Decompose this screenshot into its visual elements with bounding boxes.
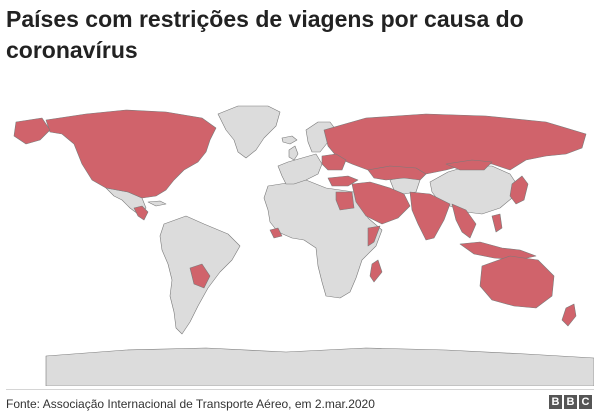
india-region-shape	[409, 191, 451, 241]
paraguay-shape	[189, 263, 211, 289]
russia-shape	[323, 113, 587, 175]
iceland-shape	[281, 135, 298, 145]
mongolia-shape	[445, 159, 493, 171]
somalia-shape	[367, 225, 381, 247]
turkey-shape	[327, 175, 359, 187]
new-zealand-shape	[561, 303, 577, 327]
west-africa-shape	[269, 227, 283, 239]
australia-shape	[479, 255, 555, 309]
egypt-shape	[335, 191, 355, 211]
indonesia-shape	[459, 241, 537, 261]
alaska-shape	[13, 117, 51, 145]
japan-korea-shape	[509, 175, 529, 205]
western-europe-shape	[277, 153, 323, 185]
greenland-shape	[217, 105, 281, 159]
poland-ukraine-shape	[321, 153, 347, 171]
philippines-shape	[491, 213, 503, 233]
bbc-logo-letter: B	[564, 395, 577, 409]
footer-divider	[6, 389, 594, 390]
central-america-shape	[133, 205, 149, 221]
antarctica-shape	[45, 347, 594, 386]
middle-east-shape	[351, 181, 411, 225]
madagascar-shape	[369, 259, 383, 283]
southeast-asia-shape	[451, 203, 477, 239]
bbc-logo-letter: B	[549, 395, 562, 409]
source-note: Fonte: Associação Internacional de Trans…	[6, 397, 375, 411]
bbc-logo: B B C	[549, 395, 592, 409]
caribbean-shape	[147, 200, 167, 207]
uk-shape	[288, 145, 299, 161]
usa-canada-shape	[45, 109, 217, 199]
kazakhstan-shape	[367, 165, 427, 181]
world-map	[6, 100, 594, 386]
chart-title: Países com restrições de viagens por cau…	[6, 6, 524, 63]
bbc-logo-letter: C	[579, 395, 592, 409]
footer: Fonte: Associação Internacional de Trans…	[0, 389, 600, 414]
